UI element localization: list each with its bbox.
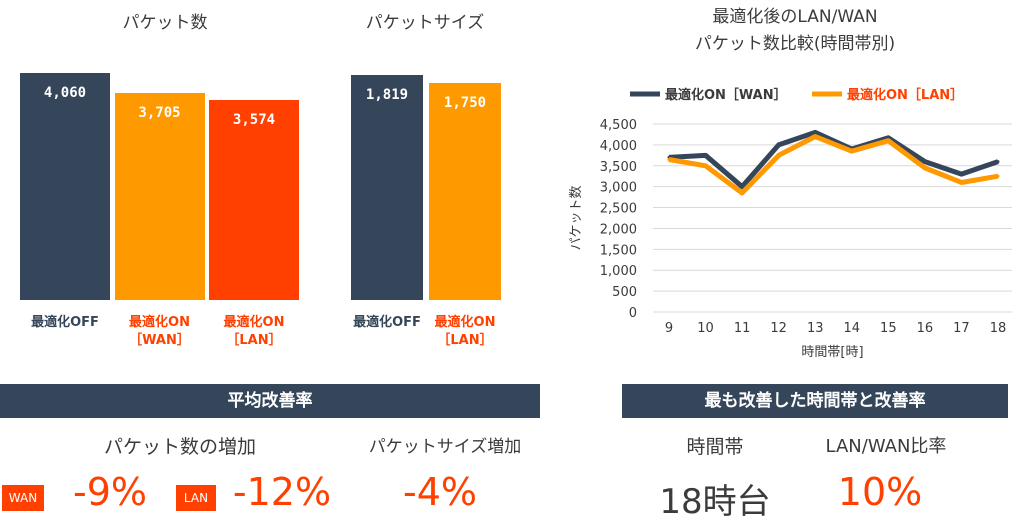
x-tick-label: 14 <box>844 321 861 336</box>
bar-category-label-0: 最適化OFF <box>31 315 99 330</box>
packet-count-increase-label: パケット数の増加 <box>103 436 256 458</box>
bar-1 <box>429 83 501 300</box>
series-point-0 <box>704 153 708 157</box>
series-point-0 <box>959 172 963 176</box>
chart2-title: パケットサイズ <box>365 13 485 33</box>
series-line-1 <box>668 134 999 196</box>
series-point-0 <box>923 160 927 164</box>
y-tick-label: 0 <box>629 306 637 321</box>
packet-size-increase-label: パケットサイズ増加 <box>368 437 522 457</box>
bar-0 <box>351 74 423 300</box>
x-tick-label: 9 <box>665 321 673 336</box>
bar-category-label-1: 最適化ON ［LAN］ <box>434 315 496 348</box>
bar-2 <box>209 100 299 300</box>
legend-label-0: 最適化ON［WAN］ <box>665 87 787 103</box>
time-slot-label: 時間帯 <box>686 436 744 458</box>
series-point-1 <box>667 158 671 162</box>
series-point-1 <box>850 149 854 153</box>
chart1-title: パケット数 <box>122 13 208 33</box>
series-point-0 <box>777 143 781 147</box>
series-point-1 <box>777 153 781 157</box>
chart1-packet-count: 4,060 最適化OFF 3,705 最適化ON ［WAN］ 3,574 最適化ON ［L… <box>0 0 320 360</box>
bar-value-label-0: 1,819 <box>365 86 409 103</box>
bar-value-label-0: 4,060 <box>43 84 87 101</box>
wan-tag: WAN <box>2 485 44 511</box>
chart3-title: 最適化後のLAN/WAN パケット数比較(時間帯別) <box>694 7 896 54</box>
series-point-1 <box>886 139 890 143</box>
x-tick-label: 10 <box>697 321 714 336</box>
x-tick-label: 17 <box>953 321 970 336</box>
bar-category-label-1: 最適化ON ［WAN］ <box>129 315 190 348</box>
best-time-value: 18時台 <box>659 482 771 522</box>
x-tick-label: 13 <box>807 321 824 336</box>
series-point-0 <box>996 160 1000 164</box>
series-point-1 <box>704 164 708 168</box>
y-tick-label: 1,500 <box>600 243 637 258</box>
lan-improvement-value: -12% <box>232 470 332 514</box>
bar-0 <box>20 72 110 300</box>
x-tick-label: 12 <box>770 321 787 336</box>
legend-label-1: 最適化ON［LAN］ <box>847 87 963 103</box>
y-axis-label: パケット数 <box>569 185 584 250</box>
x-axis-label: 時間帯[時] <box>801 345 863 360</box>
y-tick-label: 3,500 <box>600 160 637 175</box>
line-chart: 0 500 1,000 1,500 2,000 2,500 3,000 3,500 4,000 4… <box>569 87 1012 360</box>
y-tick-label: 2,000 <box>600 222 637 237</box>
bar-value-label-1: 3,705 <box>138 104 181 121</box>
bar-category-label-2: 最適化ON ［LAN］ <box>223 315 285 348</box>
series-point-0 <box>740 185 744 189</box>
packet-size-improvement-value: -4% <box>403 470 477 514</box>
y-tick-label: 4,500 <box>600 118 637 133</box>
wan-improvement-value: -9% <box>73 470 147 514</box>
y-tick-label: 3,000 <box>600 181 637 196</box>
series-point-1 <box>740 191 744 195</box>
lan-wan-ratio-label: LAN/WAN比率 <box>825 436 947 457</box>
y-tick-label: 2,500 <box>600 202 637 217</box>
lan-wan-ratio-value: 10% <box>837 470 923 514</box>
bar-value-label-2: 3,574 <box>232 112 276 129</box>
y-tick-label: 4,000 <box>600 139 637 154</box>
series-point-1 <box>813 135 817 139</box>
series-point-1 <box>959 180 963 184</box>
bar-category-label-0: 最適化OFF <box>353 315 421 330</box>
x-tick-label: 18 <box>990 321 1007 336</box>
average-improvement-banner: 平均改善率 <box>0 384 540 418</box>
x-tick-label: 16 <box>917 321 934 336</box>
lan-tag: LAN <box>176 485 216 511</box>
series-point-1 <box>996 174 1000 178</box>
series-point-0 <box>813 130 817 134</box>
x-tick-label: 11 <box>734 321 751 336</box>
y-tick-label: 1,000 <box>600 264 637 279</box>
bar-1 <box>114 92 205 300</box>
best-time-banner: 最も改善した時間帯と改善率 <box>622 384 1008 418</box>
series-point-1 <box>923 166 927 170</box>
x-tick-label: 15 <box>880 321 897 336</box>
y-tick-label: 500 <box>612 285 637 300</box>
series-line-0 <box>668 129 999 190</box>
bar-value-label-1: 1,750 <box>443 95 487 112</box>
chart2-packet-size: 1,819 最適化OFF 1,750 最適化ON ［LAN］ <box>320 0 530 360</box>
